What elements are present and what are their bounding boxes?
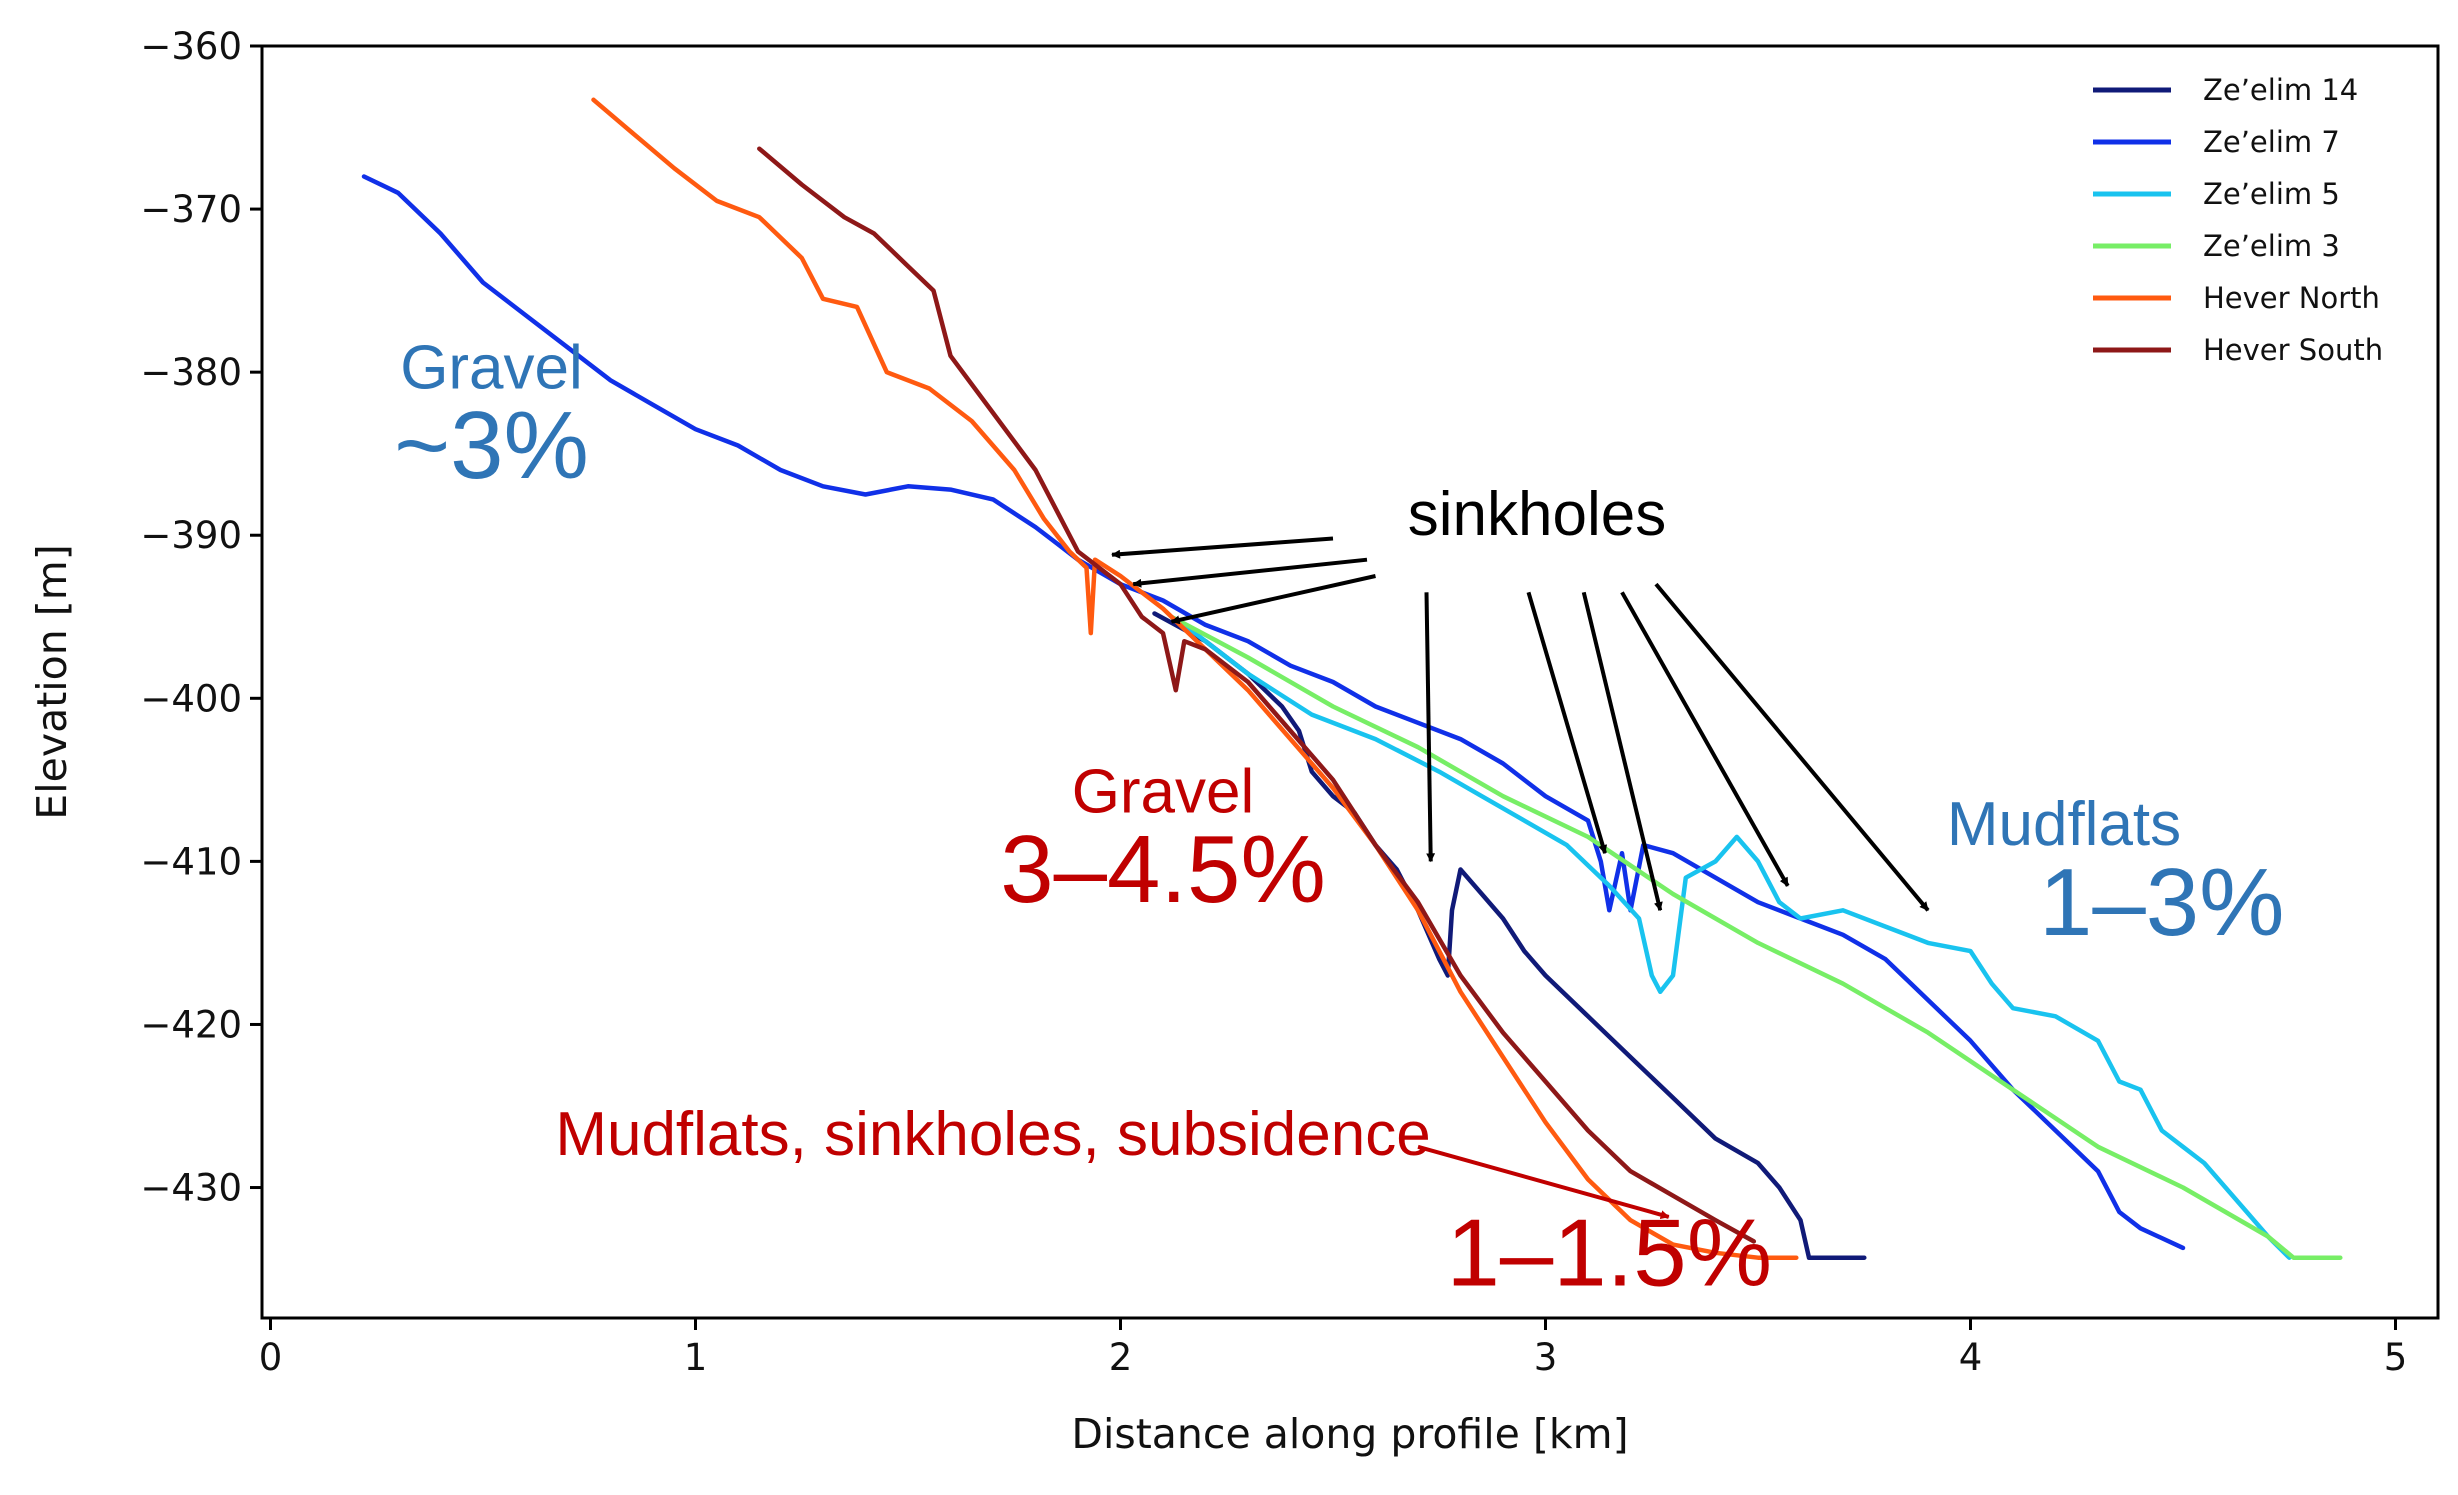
series-line-hever-south bbox=[757, 146, 1757, 1244]
x-tick-label: 2 bbox=[1109, 1336, 1133, 1379]
annotation-label: ~3% bbox=[394, 392, 589, 499]
series-line-ze-elim-7 bbox=[361, 174, 2186, 1251]
annotation-label: Mudflats, sinkholes, subsidence bbox=[555, 1100, 1430, 1169]
legend-label-ze-elim-14: Ze’elim 14 bbox=[2203, 73, 2358, 107]
y-tick-label: −410 bbox=[140, 840, 242, 883]
series-line-hever-north bbox=[591, 97, 1799, 1260]
annotation-label: 1–3% bbox=[2039, 849, 2285, 956]
x-axis-title: Distance along profile [km] bbox=[1071, 1410, 1628, 1458]
x-tick-label: 1 bbox=[684, 1336, 708, 1379]
legend-label-ze-elim-3: Ze’elim 3 bbox=[2203, 229, 2340, 263]
ticks-layer: 0 1 2 3 4 5 −360 −370 −380 −390 −400 −410 −420 −430 bbox=[140, 25, 2407, 1379]
annotation-label: Gravel bbox=[400, 333, 583, 402]
legend-label-hever-south: Hever South bbox=[2203, 333, 2383, 367]
legend: Ze’elim 14 Ze’elim 7 Ze’elim 5 Ze’elim 3 Hev… bbox=[2093, 73, 2383, 367]
y-tick-label: −370 bbox=[140, 188, 242, 231]
annotation-label: Mudflats bbox=[1947, 790, 2181, 859]
y-axis-title: Elevation [m] bbox=[28, 544, 76, 819]
series-layer bbox=[361, 97, 2343, 1260]
annotation-arrow bbox=[1424, 592, 1436, 863]
annotation-label: 1–1.5% bbox=[1446, 1199, 1772, 1306]
annotation-label: Gravel bbox=[1072, 757, 1255, 826]
y-tick-label: −400 bbox=[140, 677, 242, 720]
series-line-ze-elim-5 bbox=[1182, 622, 2292, 1260]
annotation-arrow bbox=[1581, 591, 1663, 912]
arrows-layer bbox=[1111, 536, 1930, 1220]
x-tick-label: 0 bbox=[259, 1336, 283, 1379]
legend-label-ze-elim-7: Ze’elim 7 bbox=[2203, 125, 2340, 159]
y-tick-label: −420 bbox=[140, 1003, 242, 1046]
annotation-arrow bbox=[1620, 591, 1790, 887]
x-tick-label: 3 bbox=[1534, 1336, 1558, 1379]
legend-label-ze-elim-5: Ze’elim 5 bbox=[2203, 177, 2340, 211]
annotation-arrow bbox=[1654, 582, 1930, 912]
y-tick-label: −380 bbox=[140, 351, 242, 394]
annotation-arrow bbox=[1526, 591, 1608, 855]
legend-label-hever-north: Hever North bbox=[2203, 281, 2380, 315]
annotation-arrow bbox=[1111, 536, 1334, 559]
annotation-arrow bbox=[1132, 557, 1368, 588]
plot-area bbox=[260, 44, 2440, 1320]
annotation-label: 3–4.5% bbox=[1000, 816, 1326, 923]
annotation-label: sinkholes bbox=[1408, 480, 1666, 549]
y-tick-label: −390 bbox=[140, 514, 242, 557]
y-tick-label: −360 bbox=[140, 25, 242, 68]
annotation-arrow bbox=[1417, 1144, 1670, 1220]
y-tick-label: −430 bbox=[140, 1167, 242, 1210]
annotation-arrow bbox=[1170, 574, 1376, 625]
x-tick-label: 5 bbox=[2384, 1336, 2408, 1379]
series-line-ze-elim-3 bbox=[1169, 614, 2343, 1260]
x-tick-label: 4 bbox=[1959, 1336, 1983, 1379]
